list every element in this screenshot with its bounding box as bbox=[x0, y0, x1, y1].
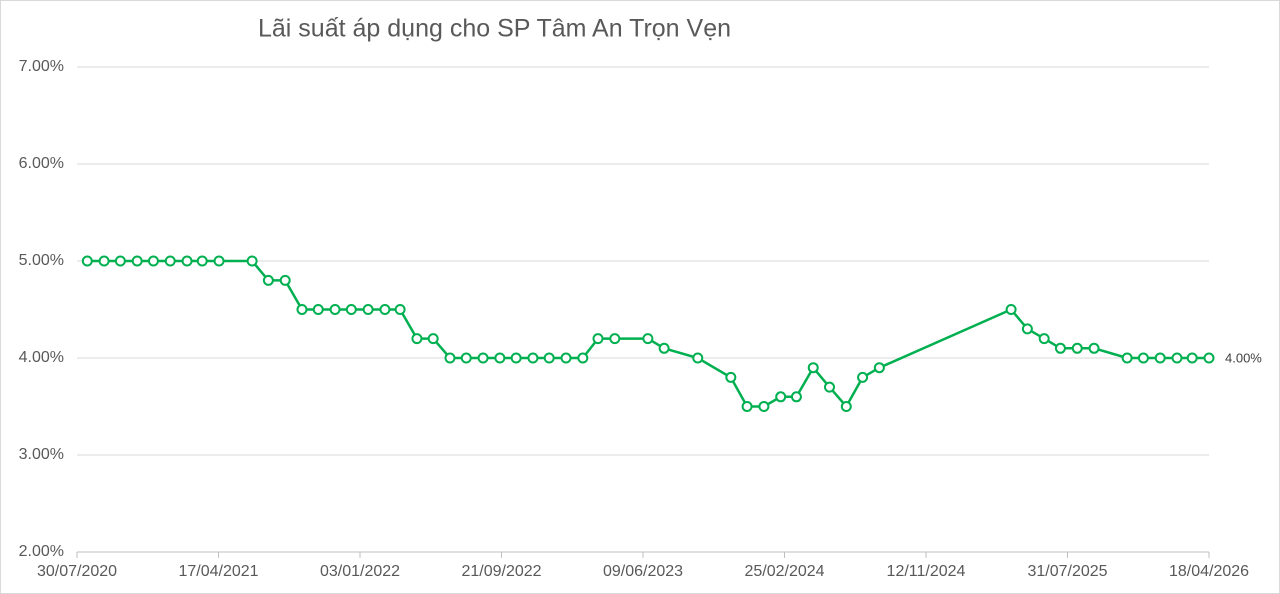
data-point bbox=[394, 304, 406, 315]
x-tick-label: 31/07/2025 bbox=[1027, 563, 1107, 580]
data-point bbox=[494, 352, 506, 364]
data-point bbox=[642, 333, 654, 345]
data-point bbox=[379, 304, 391, 315]
data-point bbox=[312, 304, 324, 315]
data-point bbox=[164, 255, 176, 267]
data-point bbox=[114, 255, 126, 267]
data-point bbox=[1054, 342, 1066, 354]
data-point bbox=[345, 304, 357, 315]
x-tick-label: 12/11/2024 bbox=[887, 563, 966, 580]
x-tick-label: 30/07/2020 bbox=[37, 563, 117, 580]
x-tick-label: 03/01/2022 bbox=[320, 563, 400, 580]
data-point bbox=[131, 255, 143, 267]
data-point bbox=[577, 352, 589, 364]
data-point bbox=[775, 391, 787, 403]
data-point bbox=[1203, 352, 1215, 364]
data-point bbox=[181, 255, 193, 267]
y-tick-label: 7.00% bbox=[19, 58, 64, 75]
data-point bbox=[1186, 352, 1198, 364]
y-tick-label: 3.00% bbox=[19, 446, 64, 463]
y-tick-label: 5.00% bbox=[19, 252, 64, 269]
data-point bbox=[543, 352, 555, 364]
data-point bbox=[147, 255, 159, 267]
data-point bbox=[196, 255, 208, 267]
y-tick-label: 4.00% bbox=[19, 349, 64, 366]
data-point bbox=[560, 352, 572, 364]
data-point bbox=[246, 255, 258, 267]
data-point bbox=[758, 401, 770, 412]
data-point bbox=[1038, 333, 1050, 345]
data-point bbox=[98, 255, 110, 267]
data-point bbox=[262, 274, 274, 286]
data-point bbox=[790, 391, 802, 403]
x-tick-label: 17/04/2021 bbox=[178, 563, 258, 580]
data-point bbox=[527, 352, 539, 364]
data-point bbox=[510, 352, 522, 364]
data-point bbox=[427, 333, 439, 345]
data-point bbox=[1005, 304, 1017, 315]
data-point bbox=[823, 381, 835, 393]
data-point bbox=[725, 371, 737, 383]
data-point bbox=[1137, 352, 1149, 364]
data-point bbox=[1088, 342, 1100, 354]
data-point bbox=[81, 255, 93, 267]
data-point bbox=[1121, 352, 1133, 364]
data-point bbox=[857, 371, 869, 383]
data-point bbox=[840, 401, 852, 412]
data-point bbox=[807, 362, 819, 374]
data-point bbox=[1021, 323, 1033, 335]
data-point bbox=[296, 304, 308, 315]
x-tick-label: 09/06/2023 bbox=[603, 563, 683, 580]
data-point bbox=[741, 401, 753, 412]
data-point bbox=[692, 352, 704, 364]
data-point bbox=[609, 333, 621, 345]
data-point bbox=[460, 352, 472, 364]
data-point bbox=[1171, 352, 1183, 364]
x-tick-label: 21/09/2022 bbox=[461, 563, 541, 580]
data-point bbox=[279, 274, 291, 286]
data-point bbox=[213, 255, 225, 267]
data-point bbox=[329, 304, 341, 315]
data-point bbox=[444, 352, 456, 364]
x-tick-label: 25/02/2024 bbox=[744, 563, 824, 580]
chart-title: Lãi suất áp dụng cho SP Tâm An Trọn Vẹn bbox=[258, 15, 731, 43]
data-point bbox=[411, 333, 423, 345]
data-point bbox=[1154, 352, 1166, 364]
x-tick-label: 18/04/2026 bbox=[1169, 563, 1249, 580]
data-point bbox=[658, 342, 670, 354]
data-point bbox=[592, 333, 604, 345]
y-tick-label: 2.00% bbox=[19, 543, 64, 560]
y-tick-label: 6.00% bbox=[19, 155, 64, 172]
data-point bbox=[362, 304, 374, 315]
data-label: 4.00% bbox=[1225, 350, 1262, 365]
data-point bbox=[873, 362, 885, 374]
data-point bbox=[477, 352, 489, 364]
data-point bbox=[1071, 342, 1083, 354]
